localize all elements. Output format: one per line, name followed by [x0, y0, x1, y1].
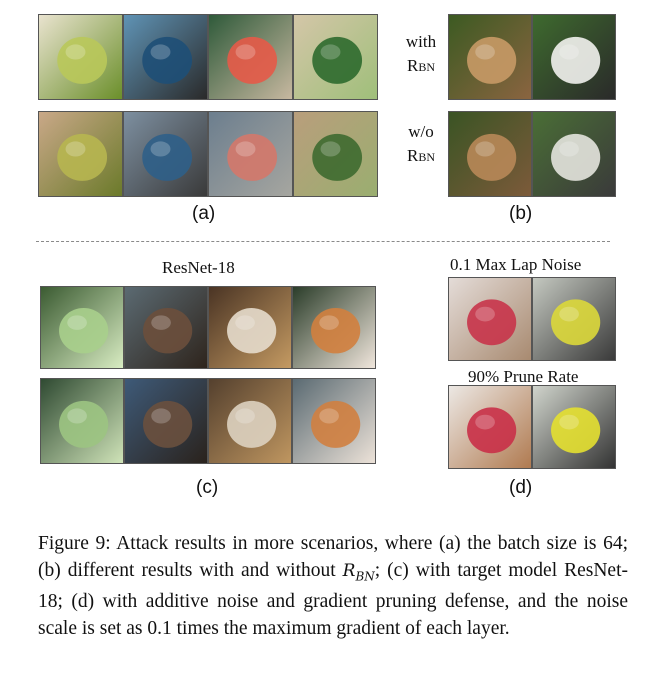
caption-text-part-2: ; (c) with target model ResNet-18; (d) w… — [38, 559, 628, 639]
ape-face-reconstructed-image — [124, 378, 208, 464]
without-rbn-label: w/o RBN — [406, 122, 435, 165]
ape-face-image — [124, 286, 208, 369]
fox-image — [292, 286, 376, 369]
rabbit-image — [448, 14, 532, 100]
rbn-math-symbol: RBN — [342, 560, 375, 583]
zucchini-plate-image — [38, 14, 123, 100]
apples-noise-image — [448, 277, 532, 361]
yellow-car-noise-image — [532, 277, 616, 361]
figure-caption: Figure 9: Attack results in more scenari… — [38, 531, 628, 642]
panel-b-bottom-row — [448, 111, 616, 197]
panel-c-label: (c) — [196, 477, 219, 498]
bok-choy-reconstructed-image — [293, 111, 378, 197]
zucchini-plate-reconstructed-image — [38, 111, 123, 197]
flamingo-image — [208, 14, 293, 100]
blue-tractor-reconstructed-image — [123, 111, 208, 197]
panel-d-top-row — [448, 277, 616, 361]
flamingo-reconstructed-image — [208, 111, 293, 197]
panel-b-top-row — [448, 14, 616, 100]
blue-tractor-image — [123, 14, 208, 100]
bok-choy-image — [293, 14, 378, 100]
panel-c-bottom-row — [40, 378, 376, 464]
apples-prune-image — [448, 385, 532, 469]
fox-reconstructed-image — [292, 378, 376, 464]
panel-c-title: ResNet-18 — [162, 258, 235, 277]
rabbit-reconstructed-image — [448, 111, 532, 197]
panel-d-bottom-row — [448, 385, 616, 469]
shuttlecock-reconstructed-image — [532, 111, 616, 197]
panel-c-top-row — [40, 286, 376, 369]
caption-text-part-1: Figure 9: Attack results in more scenari… — [38, 533, 628, 581]
cabbage-reconstructed-image — [40, 378, 124, 464]
panel-a-bottom-row — [38, 111, 378, 197]
panel-a-label: (a) — [192, 203, 216, 224]
with-rbn-label: with RBN — [405, 32, 437, 75]
yellow-car-prune-image — [532, 385, 616, 469]
panel-d-noise-title: 0.1 Max Lap Noise — [450, 255, 582, 274]
panel-b-label: (b) — [509, 203, 533, 224]
food-plate-reconstructed-image — [208, 378, 292, 464]
panel-d-label: (d) — [509, 477, 533, 498]
shuttlecock-image — [532, 14, 616, 100]
cabbage-image — [40, 286, 124, 369]
dashed-divider — [36, 241, 610, 242]
panel-d-prune-title: 90% Prune Rate — [468, 367, 579, 386]
panel-a-top-row — [38, 14, 378, 100]
food-plate-image — [208, 286, 292, 369]
